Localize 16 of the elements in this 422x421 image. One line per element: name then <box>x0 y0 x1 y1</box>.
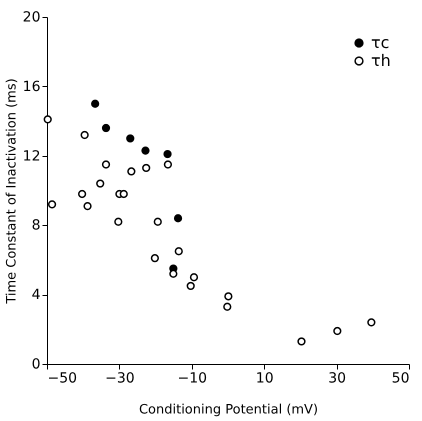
x-tick-label: 30 <box>328 370 346 386</box>
y-tick-label: 16 <box>22 78 41 95</box>
x-tick-label: 10 <box>256 370 274 386</box>
x-tick-label: −10 <box>178 370 208 386</box>
x-tick-label: −50 <box>48 370 78 386</box>
x-tick-label: 50 <box>392 370 410 386</box>
legend-label: τh <box>371 51 391 70</box>
y-tick-label: 0 <box>32 356 40 372</box>
x-tick-label: −30 <box>105 370 135 386</box>
y-tick-label: 12 <box>22 148 40 164</box>
legend-label: τc <box>371 33 390 52</box>
x-axis-title: Conditioning Potential (mV) <box>138 402 318 418</box>
y-tick-label: 20 <box>22 10 40 26</box>
y-tick-label: 4 <box>32 287 41 304</box>
y-axis-title: Time Constant of Inactivation (ms) <box>4 78 20 305</box>
y-tick-label: 8 <box>32 218 40 234</box>
